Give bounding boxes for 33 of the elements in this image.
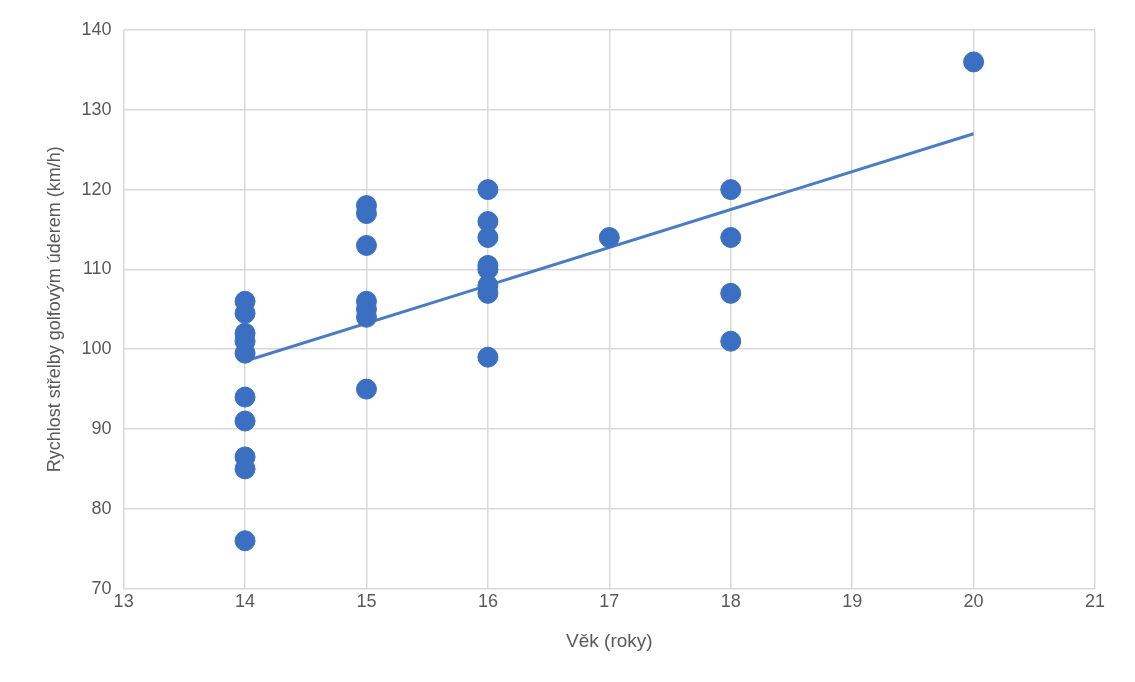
point: [234, 386, 256, 408]
point: [720, 179, 742, 201]
x-tick-label: 20: [963, 591, 984, 612]
point: [234, 410, 256, 432]
point: [720, 330, 742, 352]
point: [720, 282, 742, 304]
point: [477, 179, 499, 201]
y-tick-label: 130: [81, 98, 112, 119]
point: [355, 378, 377, 400]
y-tick-label: 140: [81, 18, 112, 39]
point: [963, 51, 985, 73]
x-tick-label: 21: [1084, 591, 1106, 612]
x-tick-label: 19: [842, 591, 863, 612]
x-axis-title: Věk (roky): [566, 629, 653, 651]
x-tick-label: 13: [113, 591, 134, 612]
x-tick-label: 14: [235, 591, 256, 612]
point: [234, 530, 256, 552]
x-tick-label: 18: [720, 591, 741, 612]
y-tick-label: 90: [91, 417, 112, 438]
point: [477, 226, 499, 248]
point: [477, 346, 499, 368]
y-tick-label: 80: [91, 497, 112, 518]
x-tick-label: 15: [356, 591, 377, 612]
y-axis-title: Rychlost střelby golfovým úderem (km/h): [43, 146, 64, 473]
y-tick-label: 70: [91, 577, 112, 598]
x-tick-label: 17: [599, 591, 620, 612]
y-tick-label: 120: [81, 178, 112, 199]
point: [720, 226, 742, 248]
y-tick-label: 100: [81, 338, 112, 359]
x-tick-label: 16: [477, 591, 498, 612]
point: [355, 234, 377, 256]
point: [598, 226, 620, 248]
y-tick-label: 110: [82, 258, 112, 279]
